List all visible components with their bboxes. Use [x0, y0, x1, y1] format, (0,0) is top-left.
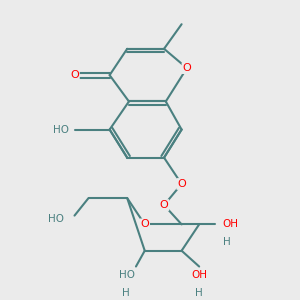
Text: O: O — [70, 70, 79, 80]
Text: H: H — [122, 288, 129, 298]
Text: O: O — [177, 179, 186, 189]
Text: O: O — [160, 200, 168, 210]
Text: HO: HO — [53, 124, 69, 135]
Text: OH: OH — [222, 219, 238, 230]
Text: OH: OH — [191, 270, 207, 280]
Text: O: O — [140, 219, 149, 230]
Text: O: O — [182, 63, 191, 73]
Text: HO: HO — [48, 214, 64, 224]
Text: H: H — [224, 237, 231, 247]
Text: HO: HO — [119, 270, 135, 280]
Text: H: H — [195, 288, 203, 298]
